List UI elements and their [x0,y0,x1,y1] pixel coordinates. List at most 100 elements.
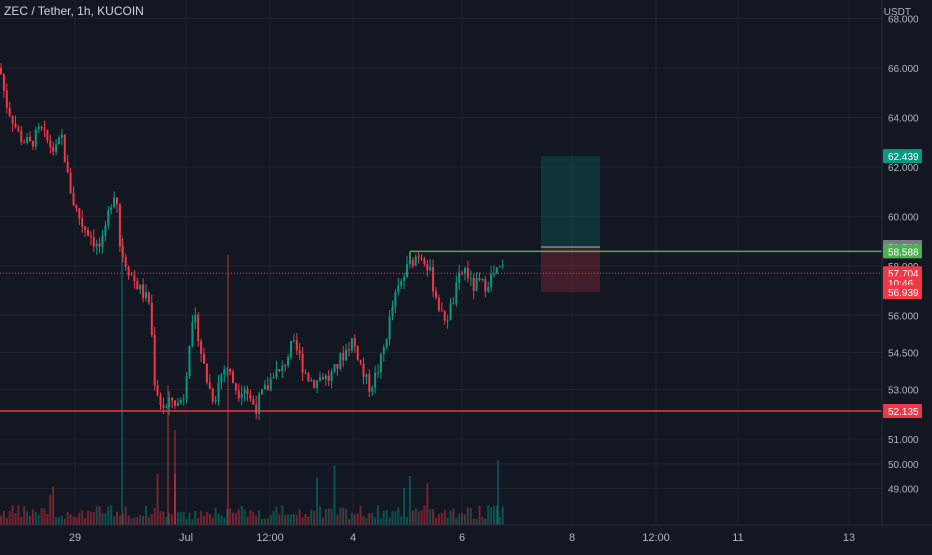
time-tick-label: 12:00 [642,532,670,544]
volume-bar [411,510,414,525]
volume-bar [368,512,371,525]
volume-bar [127,515,130,525]
candle-body [95,243,98,247]
volume-bar [197,518,200,525]
candle-body [214,399,217,402]
time-tick-label: 29 [69,532,81,544]
volume-bar [162,511,165,525]
horizontal-lines[interactable] [0,250,882,412]
volume-bar [478,505,481,525]
candle-body [443,311,446,321]
candle-body [324,375,327,380]
price-axis[interactable]: 68.00066.00064.00062.00060.00058.00056.0… [881,0,932,550]
candle-body [66,161,69,173]
candle-body [475,278,478,291]
candle-body [461,272,464,274]
candle-body [411,260,414,266]
candle-body [400,280,403,286]
candle-body [388,316,391,340]
volume-bar [34,512,37,525]
volume-bar [484,518,487,525]
candle-body [301,353,304,373]
volume-bar [469,507,472,525]
candle-body [365,374,368,377]
symbol-title[interactable]: ZEC / Tether, 1h, KUCOIN [4,4,144,18]
volume-bar [466,507,469,525]
candle-body [205,363,208,383]
volume-bar [145,505,147,525]
volume-bar [333,465,336,525]
candle-body [217,382,220,400]
volume-bar [11,505,14,525]
candle-body [449,303,452,321]
candle-body [394,292,397,308]
volume-bar [118,515,121,525]
volume-bar [214,507,217,525]
candle-body [40,126,43,129]
candle-body [495,267,498,274]
volume-bar [240,505,243,525]
candle-body [171,397,174,401]
volume-bar [408,476,411,525]
candle-body [145,292,147,299]
candle-body [435,291,437,298]
candle-body [127,266,130,276]
volume-bar [487,505,490,525]
candle-body [159,395,162,406]
candle-body [150,302,153,336]
volume-bar [379,518,382,525]
price-tick-label: 51.000 [888,435,919,446]
long-position-tool[interactable] [541,156,600,293]
candle-body [58,137,60,145]
support-price-label-text: 52.135 [888,407,919,418]
candle-body [269,378,272,391]
volume-bar [200,510,203,525]
time-axis[interactable]: 29 Jul 12:00 4 6 8 12:00 11 13 [0,524,932,550]
volume-bar [223,517,226,525]
candle-body [307,373,310,381]
stop-price-label-bg [883,285,922,300]
volume-bar [121,513,124,525]
candle-body [136,280,139,290]
candle-body [353,338,356,347]
candle-body [188,346,191,377]
candle-body [226,369,229,371]
stop-price-label-text: 56.939 [888,288,919,299]
candle-body [275,369,278,378]
volume-bar [420,510,423,525]
volume-bar [203,515,205,525]
candle-body [11,115,14,124]
candle-body [284,365,287,367]
candle-body [287,357,290,366]
candle-body [116,197,118,205]
candle-body [229,369,232,372]
candle-body [2,73,5,91]
volume-bar [490,507,493,525]
candle-body [464,268,466,274]
volume-bar [339,507,342,525]
volume-bar [330,508,333,525]
volume-bar [388,517,391,525]
volume-bar [29,515,31,525]
volume-bar [429,509,432,525]
volume-bar [394,511,397,525]
candle-body [327,375,330,381]
candle-body [121,246,124,257]
candle-body [20,130,23,143]
volume-bar [101,512,104,525]
candle-body [429,266,432,271]
candle-body [440,310,443,312]
volume-bar [324,509,327,525]
volume-bar [98,506,101,525]
candle-body [310,380,313,382]
volume-bar [356,513,359,525]
volume-bar [133,517,136,525]
candle-body [469,277,472,279]
candle-body [374,372,377,388]
volume-bar [176,512,179,525]
candle-body [426,264,429,271]
candle-body [46,129,49,141]
volume-bars [0,235,504,525]
